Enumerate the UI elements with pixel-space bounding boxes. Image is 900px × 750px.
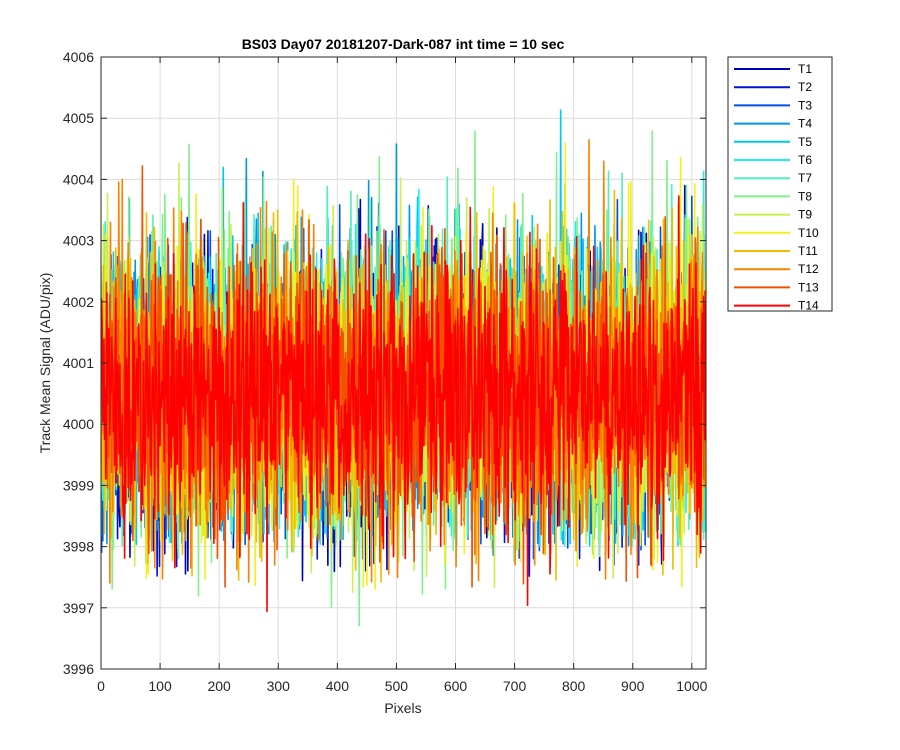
x-tick-label: 800 xyxy=(562,678,586,694)
x-tick-label: 1000 xyxy=(676,678,707,694)
ticks: 0 100 200 300 400 500 600 700 800 900 1000 3996 3997… xyxy=(63,49,708,694)
legend-label-t4: T4 xyxy=(798,117,812,131)
x-tick-label: 0 xyxy=(97,678,105,694)
y-tick-label: 4000 xyxy=(63,416,94,432)
x-tick-label: 200 xyxy=(207,678,231,694)
y-tick-label: 4005 xyxy=(63,110,94,126)
x-tick-label: 300 xyxy=(267,678,291,694)
y-axis-title: Track Mean Signal (ADU/pix) xyxy=(37,273,53,454)
x-tick-label: 600 xyxy=(444,678,468,694)
legend-label-t3: T3 xyxy=(798,98,812,112)
y-tick-label: 3999 xyxy=(63,477,94,493)
y-tick-label: 4001 xyxy=(63,355,94,371)
y-tick-label: 4006 xyxy=(63,49,94,65)
series-line-t14 xyxy=(101,195,706,613)
legend-label-t14: T14 xyxy=(798,299,819,313)
legend-label-t12: T12 xyxy=(798,262,819,276)
legend-label-t6: T6 xyxy=(798,153,812,167)
legend-label-t10: T10 xyxy=(798,226,819,240)
y-tick-label: 3996 xyxy=(63,661,94,677)
legend-label-t5: T5 xyxy=(798,135,812,149)
legend-label-t13: T13 xyxy=(798,280,819,294)
legend-label-t9: T9 xyxy=(798,208,812,222)
x-tick-label: 500 xyxy=(385,678,409,694)
y-tick-label: 4003 xyxy=(63,233,94,249)
legend-label-t11: T11 xyxy=(798,244,818,258)
x-tick-label: 100 xyxy=(148,678,172,694)
legend-label-t8: T8 xyxy=(798,189,812,203)
legend-label-t1: T1 xyxy=(798,62,812,76)
chart-title: BS03 Day07 20181207-Dark-087 int time = … xyxy=(242,36,565,52)
x-tick-label: 700 xyxy=(503,678,527,694)
y-tick-label: 4002 xyxy=(63,294,94,310)
y-tick-label: 3997 xyxy=(63,600,94,616)
series-lines xyxy=(101,109,706,627)
y-tick-label: 3998 xyxy=(63,539,94,555)
series-line-t13 xyxy=(101,165,706,588)
legend-label-t2: T2 xyxy=(798,80,812,94)
x-tick-label: 900 xyxy=(621,678,645,694)
legend: T1 T2 T3 T4 T5 T6 T7 T8 T9 T10 T11 T12 T13 T14 xyxy=(727,56,833,313)
x-tick-label: 400 xyxy=(326,678,350,694)
legend-label-t7: T7 xyxy=(798,171,812,185)
y-tick-label: 4004 xyxy=(63,171,94,187)
x-axis-title: Pixels xyxy=(384,700,421,716)
